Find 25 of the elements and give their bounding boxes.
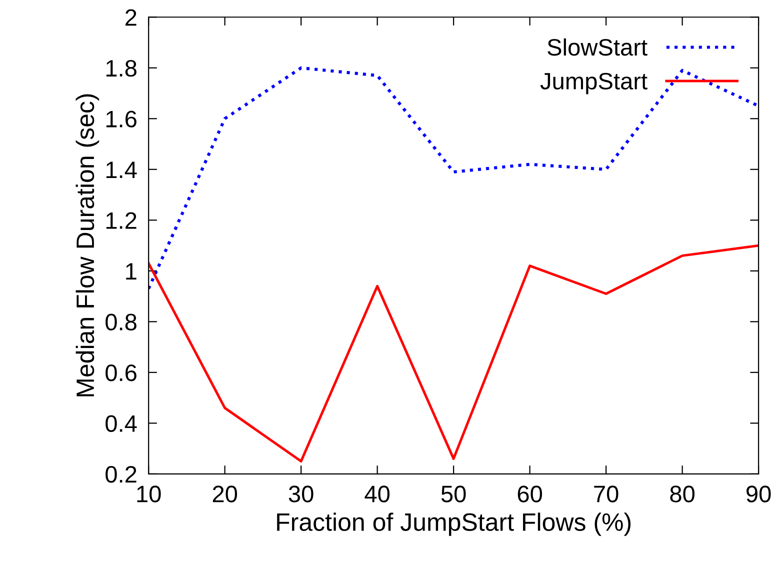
x-tick-label: 60 (518, 486, 542, 502)
x-tick-label: 20 (212, 486, 238, 502)
y-tick-label: 2 (126, 9, 136, 26)
x-tick-label: 50 (441, 486, 466, 502)
x-axis-title: Fraction of JumpStart Flows (%) (277, 512, 631, 536)
y-tick-label: 1.2 (106, 212, 136, 229)
y-axis-title: Median Flow Duration (sec) (76, 94, 100, 396)
y-tick-label: 1.4 (106, 162, 137, 178)
x-tick-label: 70 (594, 486, 618, 502)
legend-label: JumpStart (540, 72, 648, 94)
y-tick-label: 1.8 (106, 60, 136, 77)
x-tick-label: 80 (670, 486, 695, 502)
y-tick-label: 1 (126, 263, 136, 280)
x-tick-label: 40 (364, 486, 390, 502)
y-tick-label: 0.8 (106, 314, 136, 330)
y-tick-label: 0.2 (106, 466, 136, 483)
line-series (148, 66, 759, 290)
x-tick-label: 30 (288, 486, 314, 502)
y-tick-label: 1.6 (106, 110, 136, 128)
y-tick-label: 0.6 (106, 364, 136, 382)
y-tick-label: 0.4 (106, 415, 137, 432)
legend-label: SlowStart (548, 38, 648, 56)
line-series (148, 244, 759, 462)
x-tick-label: 10 (137, 486, 161, 502)
x-tick-label: 90 (746, 486, 771, 502)
